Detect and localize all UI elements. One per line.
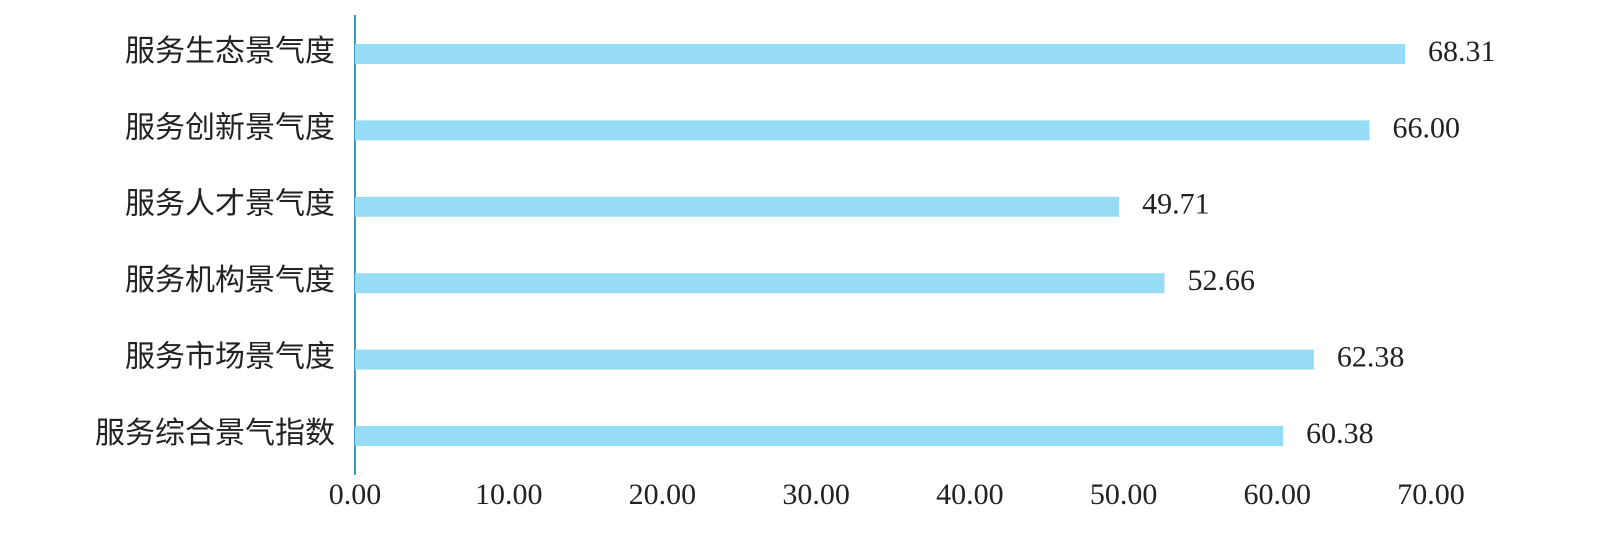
x-tick-label: 70.00 [1397,478,1465,511]
value-label: 49.71 [1142,188,1210,221]
x-tick-label: 0.00 [329,478,382,511]
value-label: 68.31 [1428,35,1496,68]
x-tick-label: 10.00 [475,478,543,511]
x-tick-label: 60.00 [1244,478,1312,511]
x-tick-label: 50.00 [1090,478,1158,511]
y-tick-label: 服务机构景气度 [125,264,335,297]
value-label: 62.38 [1337,340,1405,373]
x-tick-label: 20.00 [629,478,697,511]
bar [355,44,1406,64]
y-tick-label: 服务综合景气指数 [95,417,335,450]
value-label: 52.66 [1187,264,1255,297]
bar [355,349,1314,370]
x-tick-label: 40.00 [936,478,1004,511]
bar [355,120,1370,141]
value-label: 60.38 [1306,417,1374,450]
y-tick-label: 服务创新景气度 [125,111,335,144]
y-tick-label: 服务市场景气度 [125,340,335,373]
bar [355,196,1120,217]
bar [355,273,1165,294]
value-label: 66.00 [1393,111,1461,144]
x-tick-label: 30.00 [782,478,850,511]
bar [355,426,1284,446]
y-tick-label: 服务生态景气度 [125,35,335,68]
y-tick-label: 服务人才景气度 [125,188,335,221]
